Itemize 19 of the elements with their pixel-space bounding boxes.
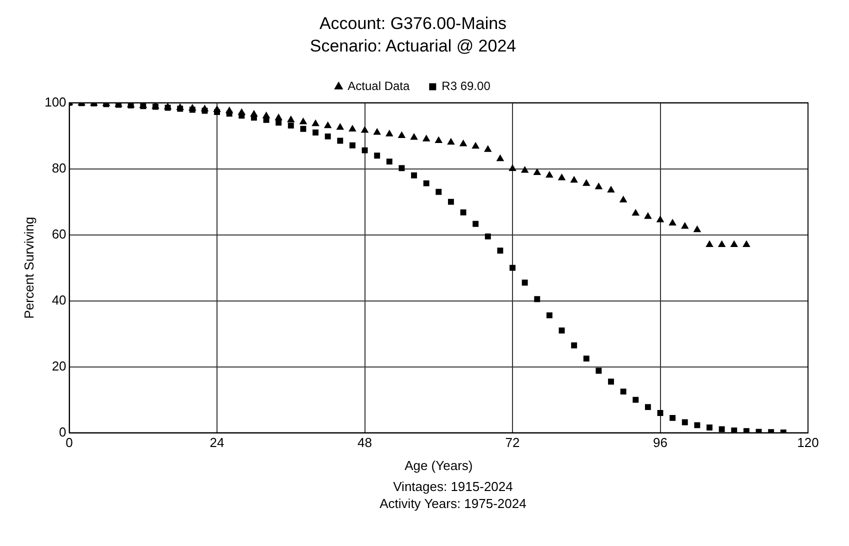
legend-label: Actual Data — [348, 79, 410, 94]
x-axis-title: Age (Years) — [404, 458, 473, 473]
chart-subtitle: Scenario: Actuarial @ 2024 — [310, 36, 516, 56]
x-tick-label: 24 — [210, 435, 224, 450]
chart-title: Account: G376.00-Mains — [319, 14, 507, 33]
y-tick-label: 60 — [52, 226, 66, 242]
text: Vintages: 1915-2024 — [392, 478, 514, 495]
y-tick-label: 40 — [52, 292, 66, 308]
x-tick-label: 120 — [797, 435, 819, 450]
legend-label: R3 69.00 — [442, 79, 491, 94]
y-tick-label: 100 — [44, 94, 66, 110]
x-tick-label: 96 — [653, 435, 668, 450]
y-tick-label: 20 — [52, 358, 66, 374]
y-tick-label: 80 — [52, 160, 66, 176]
x-tick-label: 72 — [505, 435, 520, 450]
y-tick-label: 0 — [59, 424, 66, 440]
x-tick-label: 48 — [358, 435, 372, 450]
y-axis-title: Percent Surviving — [21, 216, 36, 319]
text: Activity Years: 1975-2024 — [378, 495, 528, 512]
